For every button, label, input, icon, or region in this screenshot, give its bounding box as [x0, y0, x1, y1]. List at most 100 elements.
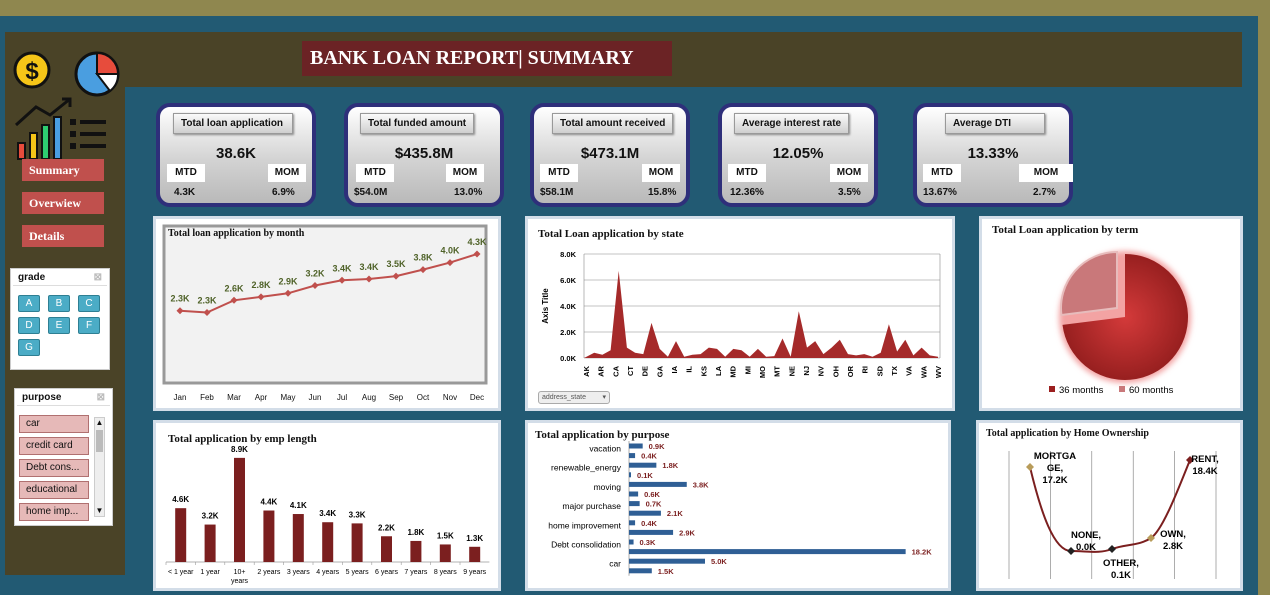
- purpose-option[interactable]: educational: [19, 481, 89, 499]
- month-data-label: 2.9K: [278, 276, 298, 286]
- emp-tick-label: 7 years: [404, 569, 427, 576]
- purpose-data-label: 0.9K: [649, 442, 665, 451]
- term-chart-panel: 36 months 60 months Total Loan applicatio…: [979, 216, 1243, 411]
- kpi-title: Total funded amount: [360, 113, 475, 134]
- nav-details-button[interactable]: Details: [22, 225, 104, 247]
- state-y-tick-label: 4.0K: [560, 302, 576, 311]
- kpi-title: Total amount received: [552, 113, 674, 134]
- state-x-tick-label: DE: [641, 366, 650, 376]
- purpose-bar: [629, 549, 906, 555]
- purpose-data-label: 0.7K: [646, 500, 662, 509]
- emp-tick-label: 6 years: [375, 569, 398, 576]
- emp-tick-label: < 1 year: [168, 569, 194, 576]
- clear-filter-icon[interactable]: ⊠: [93, 272, 102, 283]
- emp-bar: [410, 540, 422, 562]
- month-tick-label: Mar: [227, 393, 241, 402]
- purpose-option[interactable]: home imp...: [19, 503, 89, 521]
- state-y-tick-label: 6.0K: [560, 276, 576, 285]
- report-title: BANK LOAN REPORT| SUMMARY: [302, 41, 672, 76]
- purpose-bar: [629, 491, 639, 497]
- scroll-thumb[interactable]: [96, 430, 103, 452]
- month-tick-label: Jul: [337, 393, 347, 402]
- month-point: [365, 275, 373, 283]
- grade-option[interactable]: A: [18, 295, 40, 312]
- scroll-down-icon[interactable]: ▼: [95, 506, 104, 515]
- purpose-option[interactable]: car: [19, 415, 89, 433]
- month-point: [230, 296, 238, 304]
- state-area-series: [584, 270, 938, 358]
- month-data-label: 2.3K: [170, 294, 190, 304]
- nav-summary-button[interactable]: Summary: [22, 159, 104, 181]
- grade-option[interactable]: C: [78, 295, 100, 312]
- month-point: [176, 307, 184, 315]
- kpi-card: Total loan application 38.6K MTD MOM 4.3…: [156, 103, 316, 207]
- emp-data-label: 4.1K: [290, 501, 307, 510]
- kpi-card: Average DTI 13.33% MTD MOM 13.67% 2.7%: [913, 103, 1073, 207]
- grade-option[interactable]: G: [18, 339, 40, 356]
- purpose-bar: [629, 453, 636, 459]
- purpose-category-label: car: [609, 559, 621, 569]
- month-tick-label: Apr: [255, 393, 268, 402]
- purpose-option[interactable]: credit card: [19, 437, 89, 455]
- legend-label-36: 36 months: [1059, 385, 1104, 396]
- emp-bar: [263, 510, 275, 562]
- grade-option[interactable]: D: [18, 317, 40, 334]
- svg-text:$: $: [25, 58, 39, 85]
- state-x-tick-label: AR: [597, 365, 606, 376]
- kpi-mtd-label: MTD: [356, 164, 394, 182]
- month-data-label: 2.6K: [224, 283, 244, 293]
- kpi-title: Average interest rate: [734, 113, 850, 134]
- kpi-mom-label: MOM: [1019, 164, 1073, 182]
- address-state-filter[interactable]: address_state ▾: [538, 391, 610, 404]
- filter-label: address_state: [542, 394, 586, 401]
- state-x-tick-label: KS: [699, 366, 708, 376]
- purpose-chart-panel: 0.9K 0.4K 1.8K 0.1K 3.8K 0.6K 0.7K 2.1K 0.4K 2.9K…: [525, 420, 951, 591]
- grade-option[interactable]: E: [48, 317, 70, 334]
- month-tick-label: Feb: [200, 393, 214, 402]
- purpose-option[interactable]: Debt cons...: [19, 459, 89, 477]
- dropdown-icon[interactable]: ▾: [602, 394, 606, 401]
- kpi-mom-value: 13.0%: [454, 187, 483, 198]
- emp-tick-label: 10+: [234, 569, 246, 576]
- kpi-mtd-label: MTD: [167, 164, 205, 182]
- month-tick-label: Jun: [309, 393, 322, 402]
- purpose-category-label: renewable_energy: [551, 463, 622, 473]
- state-x-tick-label: IL: [685, 366, 694, 373]
- purpose-category-label: vacation: [589, 444, 621, 454]
- home-point: [1067, 547, 1075, 555]
- emp-length-bar-chart: 4.6K < 1 year 3.2K 1 year 8.9K 10+ years 4.4K 2 …: [165, 445, 490, 585]
- purpose-bar: [629, 529, 674, 535]
- emp-tick-label: 8 years: [434, 569, 457, 576]
- emp-length-chart-panel: 4.6K < 1 year 3.2K 1 year 8.9K 10+ years 4.4K 2 …: [153, 420, 501, 591]
- emp-data-label: 8.9K: [231, 445, 248, 454]
- scroll-up-icon[interactable]: ▲: [95, 418, 104, 427]
- state-x-tick-label: TX: [890, 366, 899, 376]
- purpose-category-label: moving: [594, 482, 622, 492]
- kpi-mom-label: MOM: [268, 164, 306, 182]
- slicer-scrollbar[interactable]: ▲ ▼: [94, 417, 105, 517]
- emp-bar: [234, 457, 245, 562]
- purpose-data-label: 1.5K: [658, 567, 674, 576]
- state-x-tick-label: AK: [582, 365, 591, 376]
- purpose-bar: [629, 510, 661, 516]
- purpose-category-label: major purchase: [562, 501, 621, 511]
- clear-filter-icon[interactable]: ⊠: [96, 392, 105, 403]
- grade-option[interactable]: F: [78, 317, 100, 334]
- emp-tick-label: years: [231, 578, 249, 585]
- home-point: [1186, 456, 1194, 464]
- month-line-chart: 2.3K Jan 2.3K Feb 2.6K Mar 2.8K Apr 2.9K May 3.2K J…: [162, 224, 488, 402]
- purpose-bar: [629, 443, 643, 449]
- emp-bar: [292, 514, 304, 562]
- month-point: [203, 309, 211, 317]
- kpi-mom-label: MOM: [446, 164, 484, 182]
- purpose-data-label: 0.6K: [644, 490, 660, 499]
- nav-overview-button[interactable]: Overwiew: [22, 192, 104, 214]
- grade-option[interactable]: B: [48, 295, 70, 312]
- month-point: [311, 281, 319, 289]
- state-x-tick-label: LA: [714, 365, 723, 376]
- purpose-data-label: 0.4K: [641, 519, 657, 528]
- state-y-tick-label: 0.0K: [560, 354, 576, 363]
- month-data-label: 2.8K: [251, 280, 271, 290]
- month-point: [284, 289, 292, 297]
